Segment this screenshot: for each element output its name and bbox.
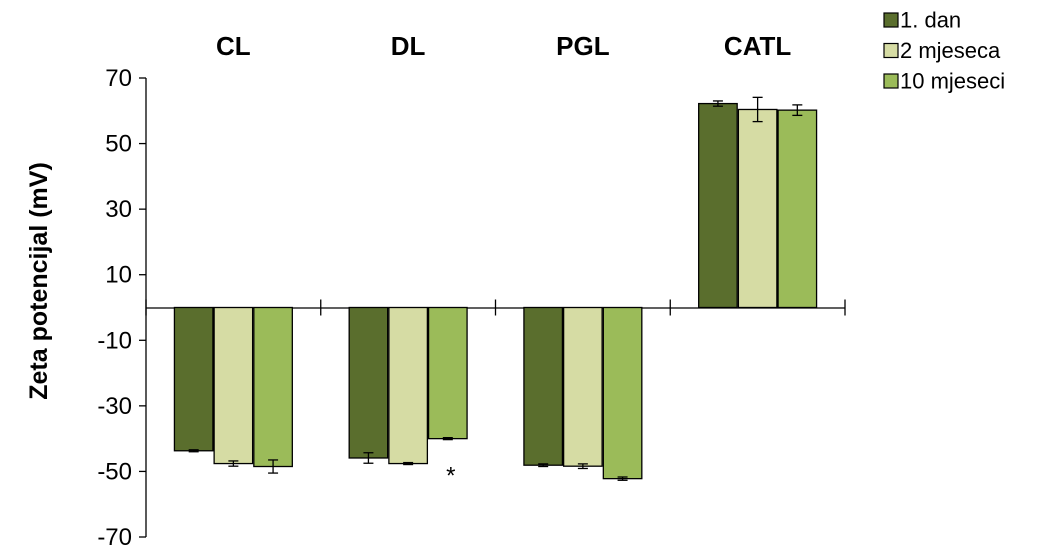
y-tick-label: 30 bbox=[105, 196, 132, 223]
bar bbox=[602, 306, 643, 480]
category-label: CL bbox=[216, 31, 251, 61]
bar bbox=[523, 306, 564, 466]
y-tick-label: -10 bbox=[97, 327, 132, 354]
significance-annotation: * bbox=[446, 463, 455, 490]
legend-label: 2 mjeseca bbox=[900, 38, 1001, 63]
legend-swatch bbox=[883, 12, 899, 28]
bar bbox=[737, 108, 778, 309]
legend-label: 1. dan bbox=[900, 8, 961, 33]
bar bbox=[562, 306, 603, 467]
legend-swatch bbox=[883, 42, 899, 59]
bar bbox=[213, 306, 254, 465]
bar bbox=[348, 306, 389, 459]
bar bbox=[777, 109, 818, 309]
y-tick-label: -50 bbox=[97, 458, 132, 485]
y-tick-label: -70 bbox=[97, 524, 132, 551]
y-axis-title: Zeta potencijal (mV) bbox=[25, 162, 53, 400]
bar bbox=[427, 306, 468, 440]
category-label: DL bbox=[391, 31, 426, 61]
y-tick-label: -30 bbox=[97, 393, 132, 420]
y-tick-label: 10 bbox=[105, 262, 132, 289]
bar bbox=[253, 306, 293, 468]
category-label: CATL bbox=[724, 31, 792, 61]
legend: 1. dan 2 mjeseca 10 mjeseci bbox=[883, 8, 1005, 94]
legend-swatch bbox=[883, 73, 899, 89]
bar bbox=[698, 102, 738, 309]
bar bbox=[173, 306, 214, 452]
y-tick-label: 50 bbox=[105, 131, 132, 158]
y-tick-label: 70 bbox=[105, 65, 132, 92]
category-label: PGL bbox=[556, 31, 610, 61]
legend-label: 10 mjeseci bbox=[900, 69, 1005, 94]
bar bbox=[388, 306, 429, 465]
